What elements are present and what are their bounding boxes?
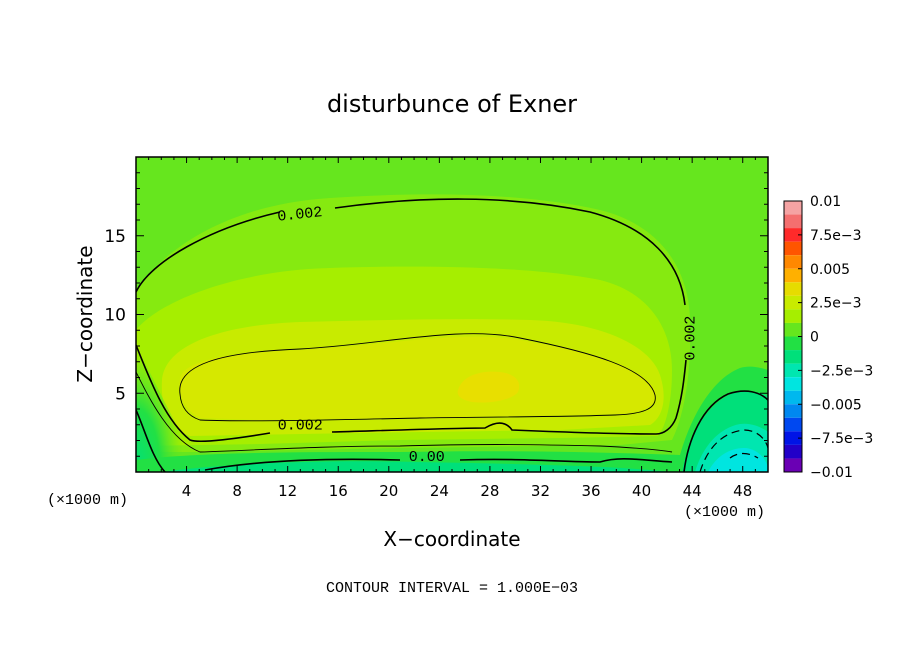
contour-label: 0.002 xyxy=(277,204,324,226)
colorbar: 0.01 7.5e−3 0.005 2.5e−3 0 −2.5e−3 −0.005 −7.5e… xyxy=(783,194,873,481)
contour-line-right-negative xyxy=(699,429,768,472)
y-tick-label: 10 xyxy=(104,306,126,326)
colorbar-segment xyxy=(784,404,802,418)
contour-label: 0.002 xyxy=(683,316,700,361)
x-unit-left: (×1000 m) xyxy=(47,492,128,509)
x-axis: 4 8 12 16 20 24 28 32 36 40 44 48 xyxy=(148,157,756,500)
x-tick-label: 8 xyxy=(232,482,242,500)
x-tick-label: 48 xyxy=(733,482,752,500)
colorbar-tick-label: −2.5e−3 xyxy=(810,363,873,379)
colorbar-segment xyxy=(784,444,802,459)
colorbar-segment xyxy=(784,417,802,432)
x-tick-label: 40 xyxy=(632,482,651,500)
colorbar-segment xyxy=(784,309,802,323)
colorbar-segment xyxy=(784,201,802,215)
chart-title: disturbunce of Exner xyxy=(327,90,577,118)
y-tick-label: 15 xyxy=(104,227,126,247)
colorbar-tick-label: −0.01 xyxy=(810,465,853,481)
contour-line-right-0.000 xyxy=(683,390,768,472)
x-tick-label: 36 xyxy=(581,482,600,500)
colorbar-segment xyxy=(784,431,802,445)
contour-line-lower-0.002 xyxy=(136,344,657,443)
colorbar-tick-label: −7.5e−3 xyxy=(810,431,873,447)
contour-label: 0.002 xyxy=(278,417,323,434)
y-axis-title: Z−coordinate xyxy=(73,245,97,382)
contour-line-right-negative-2 xyxy=(729,452,759,459)
colorbar-segment xyxy=(784,214,802,229)
contour-line-inner-0.003 xyxy=(179,333,656,422)
x-tick-label: 44 xyxy=(683,482,702,500)
x-tick-label: 24 xyxy=(430,482,449,500)
y-axis: 5 10 15 xyxy=(104,172,768,457)
colorbar-segment xyxy=(784,241,802,256)
colorbar-segment xyxy=(784,458,802,472)
x-tick-label: 28 xyxy=(480,482,499,500)
contour-label: 0.00 xyxy=(409,449,445,466)
colorbar-segment xyxy=(784,295,802,310)
x-unit-right: (×1000 m) xyxy=(684,504,765,521)
colorbar-tick-label: 0 xyxy=(810,330,819,346)
colorbar-segment xyxy=(784,255,802,269)
contour-interval-note: CONTOUR INTERVAL = 1.000E−03 xyxy=(326,580,578,597)
x-tick-label: 4 xyxy=(182,482,192,500)
y-tick-label: 5 xyxy=(115,384,126,404)
x-axis-title: X−coordinate xyxy=(383,527,520,551)
x-tick-label: 16 xyxy=(329,482,348,500)
colorbar-tick-label: 2.5e−3 xyxy=(810,296,862,312)
colorbar-segment xyxy=(784,336,802,351)
contour-line-0.000 xyxy=(136,409,673,472)
contour-lines xyxy=(136,198,768,472)
colorbar-tick-label: 7.5e−3 xyxy=(810,228,862,244)
band-max-level xyxy=(457,371,520,403)
colorbar-segment xyxy=(784,322,802,337)
x-tick-label: 20 xyxy=(379,482,398,500)
contour-labels: 0.002 0.002 0.002 0.00 xyxy=(277,204,700,466)
band-core-level xyxy=(179,336,656,420)
band-right-low-3 xyxy=(708,448,768,472)
colorbar-tick-label: 0.005 xyxy=(810,262,850,278)
x-tick-label: 12 xyxy=(278,482,297,500)
colorbar-segment xyxy=(784,268,802,283)
colorbar-segment xyxy=(784,390,802,405)
colorbar-segment xyxy=(784,282,802,296)
colorbar-segment xyxy=(784,350,802,364)
colorbar-segment xyxy=(784,363,802,378)
plot-area xyxy=(136,157,768,472)
contour-line-0.001 xyxy=(136,371,673,453)
contour-line-upper-0.002 xyxy=(136,198,687,435)
colorbar-segment xyxy=(784,377,802,391)
colorbar-tick-label: −0.005 xyxy=(810,397,862,413)
colorbar-segment xyxy=(784,228,802,242)
colorbar-tick-label: 0.01 xyxy=(810,194,841,210)
x-tick-label: 32 xyxy=(531,482,550,500)
